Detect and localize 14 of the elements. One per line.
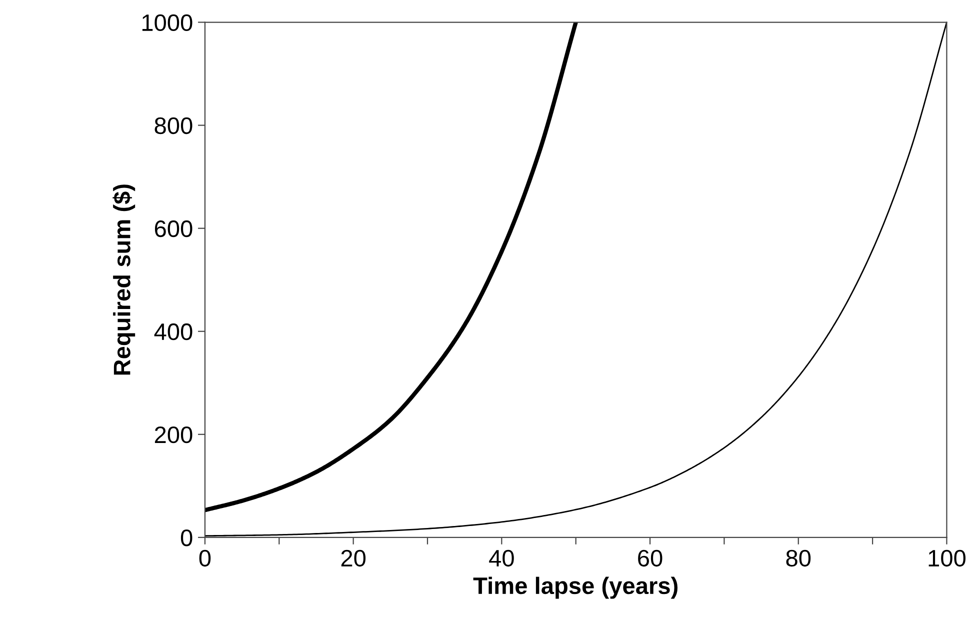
y-tick-label: 400 [154,323,192,340]
x-tick-label: 60 [638,550,662,567]
x-tick-label: 20 [341,550,366,567]
x-tick-label: 100 [928,550,966,567]
y-tick-label: 200 [154,426,192,444]
y-tick-label: 800 [154,117,192,134]
y-tick-label: 0 [180,529,192,546]
y-tick-label: 600 [154,220,192,238]
y-tick-label: 1000 [142,14,192,32]
x-tick-label: 40 [489,550,514,567]
x-tick-label: 0 [199,550,211,567]
y-axis-title: Required sum ($) [112,184,136,375]
x-axis-title: Time lapse (years) [473,576,678,599]
x-tick-label: 80 [786,550,811,567]
